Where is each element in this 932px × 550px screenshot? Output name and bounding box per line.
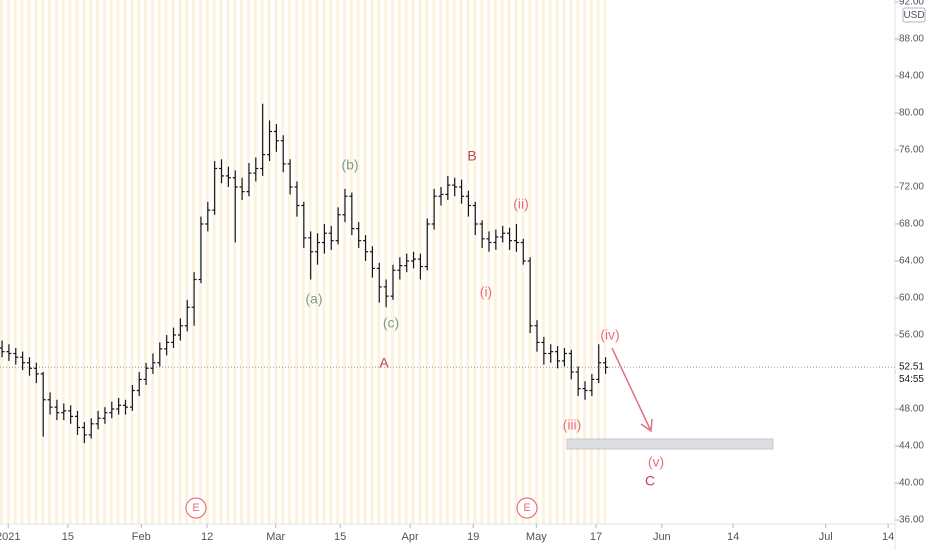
- y-tick-label: 36.00: [899, 515, 924, 526]
- wave-label: (ii): [513, 196, 529, 212]
- y-tick-label: 56.00: [899, 330, 924, 341]
- x-tick-label: 17: [590, 531, 602, 543]
- y-tick-label: 40.00: [899, 478, 924, 489]
- last-price-label: 52.51: [899, 361, 924, 372]
- y-tick-label: 88.00: [899, 34, 924, 45]
- wave-label: B: [467, 148, 476, 164]
- y-tick-label: 92.00: [899, 0, 924, 8]
- x-tick-label: Jun: [653, 531, 671, 543]
- x-tick-label: 14: [727, 531, 739, 543]
- x-tick-label: 14: [882, 531, 894, 543]
- x-tick-label: 15: [334, 531, 346, 543]
- wave-label: C: [645, 473, 655, 489]
- wave-label: (c): [383, 315, 399, 331]
- y-tick-label: 68.00: [899, 219, 924, 230]
- y-tick-label: 76.00: [899, 145, 924, 156]
- x-tick-label: Mar: [266, 531, 285, 543]
- x-tick-label: May: [526, 531, 547, 543]
- projection-arrow: [611, 347, 651, 430]
- target-zone: [566, 438, 774, 450]
- wave-label: (iv): [600, 327, 619, 343]
- wave-label: (i): [480, 284, 492, 300]
- countdown-label: 54:55: [899, 374, 924, 385]
- wave-circle: [185, 497, 207, 519]
- x-tick-label: 19: [467, 531, 479, 543]
- wave-label: (iii): [563, 417, 582, 433]
- wave-label: (a): [305, 291, 322, 307]
- wave-label: E: [523, 502, 530, 514]
- wave-label: (b): [341, 157, 358, 173]
- y-tick-label: 80.00: [899, 108, 924, 119]
- currency-box: [902, 7, 926, 23]
- wave-label: A: [379, 355, 389, 371]
- x-tick-label: 12: [201, 531, 213, 543]
- y-tick-label: 60.00: [899, 293, 924, 304]
- y-tick-label: 44.00: [899, 441, 924, 452]
- x-tick-label: 2021: [0, 531, 20, 543]
- y-tick-label: 64.00: [899, 256, 924, 267]
- bars: [0, 103, 609, 444]
- y-tick-label: 84.00: [899, 71, 924, 82]
- wave-label: (v): [648, 454, 664, 470]
- wave-circle: [516, 497, 538, 519]
- x-tick-label: Feb: [132, 531, 151, 543]
- arrow-head: [640, 418, 653, 433]
- wave-label: E: [192, 502, 199, 514]
- y-tick-label: 48.00: [899, 404, 924, 415]
- last-price-box: [896, 360, 932, 388]
- x-tick-label: Apr: [402, 531, 419, 543]
- session-background: [0, 0, 606, 524]
- currency: USD: [903, 10, 924, 21]
- y-tick-label: 72.00: [899, 182, 924, 193]
- x-tick-label: 15: [62, 531, 74, 543]
- x-tick-label: Jul: [819, 531, 833, 543]
